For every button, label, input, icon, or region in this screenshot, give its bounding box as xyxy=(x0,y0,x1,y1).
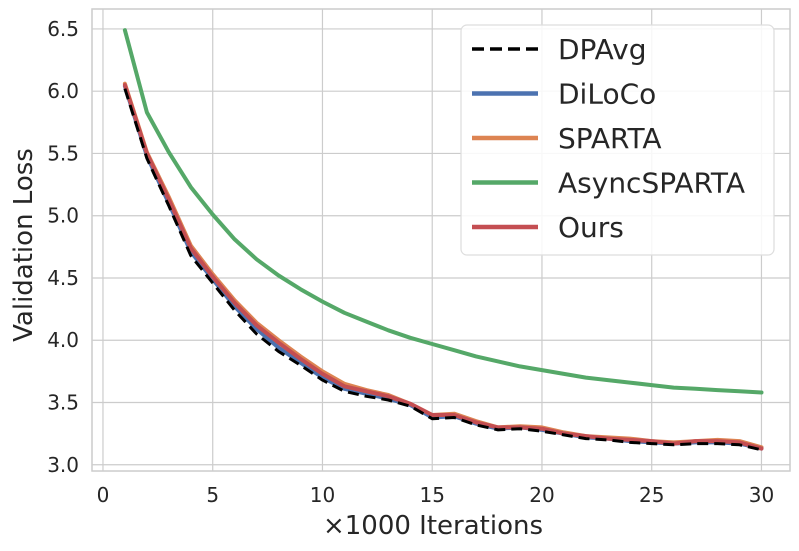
x-axis-ticks: 0 5 10 15 20 25 30 xyxy=(97,483,775,507)
series-line-dpavg xyxy=(123,88,762,452)
y-tick-label: 4.0 xyxy=(47,328,79,352)
y-axis-label: Validation Loss xyxy=(9,148,39,342)
legend: DPAvg DiLoCo SPARTA AsyncSPARTA Ours xyxy=(460,24,775,256)
x-tick-label: 15 xyxy=(419,483,444,507)
y-tick-label: 6.0 xyxy=(47,79,79,103)
y-tick-label: 5.0 xyxy=(47,204,79,228)
x-tick-label: 30 xyxy=(749,483,774,507)
series-line-ours xyxy=(122,83,764,451)
grid xyxy=(92,9,790,471)
y-tick-label: 6.5 xyxy=(47,17,79,41)
x-tick-label: 25 xyxy=(639,483,664,507)
legend-label-asyncsparta: AsyncSPARTA xyxy=(558,167,745,200)
legend-label-ours: Ours xyxy=(558,211,624,244)
x-tick-label: 5 xyxy=(206,483,219,507)
y-tick-label: 3.0 xyxy=(47,453,79,477)
y-tick-label: 5.5 xyxy=(47,141,79,165)
legend-label-dpavg: DPAvg xyxy=(558,33,647,66)
y-tick-label: 3.5 xyxy=(47,391,79,415)
legend-label-sparta: SPARTA xyxy=(558,122,662,155)
x-tick-label: 0 xyxy=(97,483,110,507)
y-tick-label: 4.5 xyxy=(47,266,79,290)
series xyxy=(122,28,764,452)
x-axis-label: ×1000 Iterations xyxy=(323,511,543,541)
x-tick-label: 10 xyxy=(310,483,335,507)
legend-label-diloco: DiLoCo xyxy=(558,78,656,111)
legend-box xyxy=(460,24,775,256)
series-line-asyncsparta xyxy=(122,28,764,395)
y-axis-ticks: 3.0 3.5 4.0 4.5 5.0 5.5 6.0 6.5 xyxy=(47,17,79,477)
plot-frame xyxy=(91,8,791,472)
x-tick-label: 20 xyxy=(529,483,554,507)
